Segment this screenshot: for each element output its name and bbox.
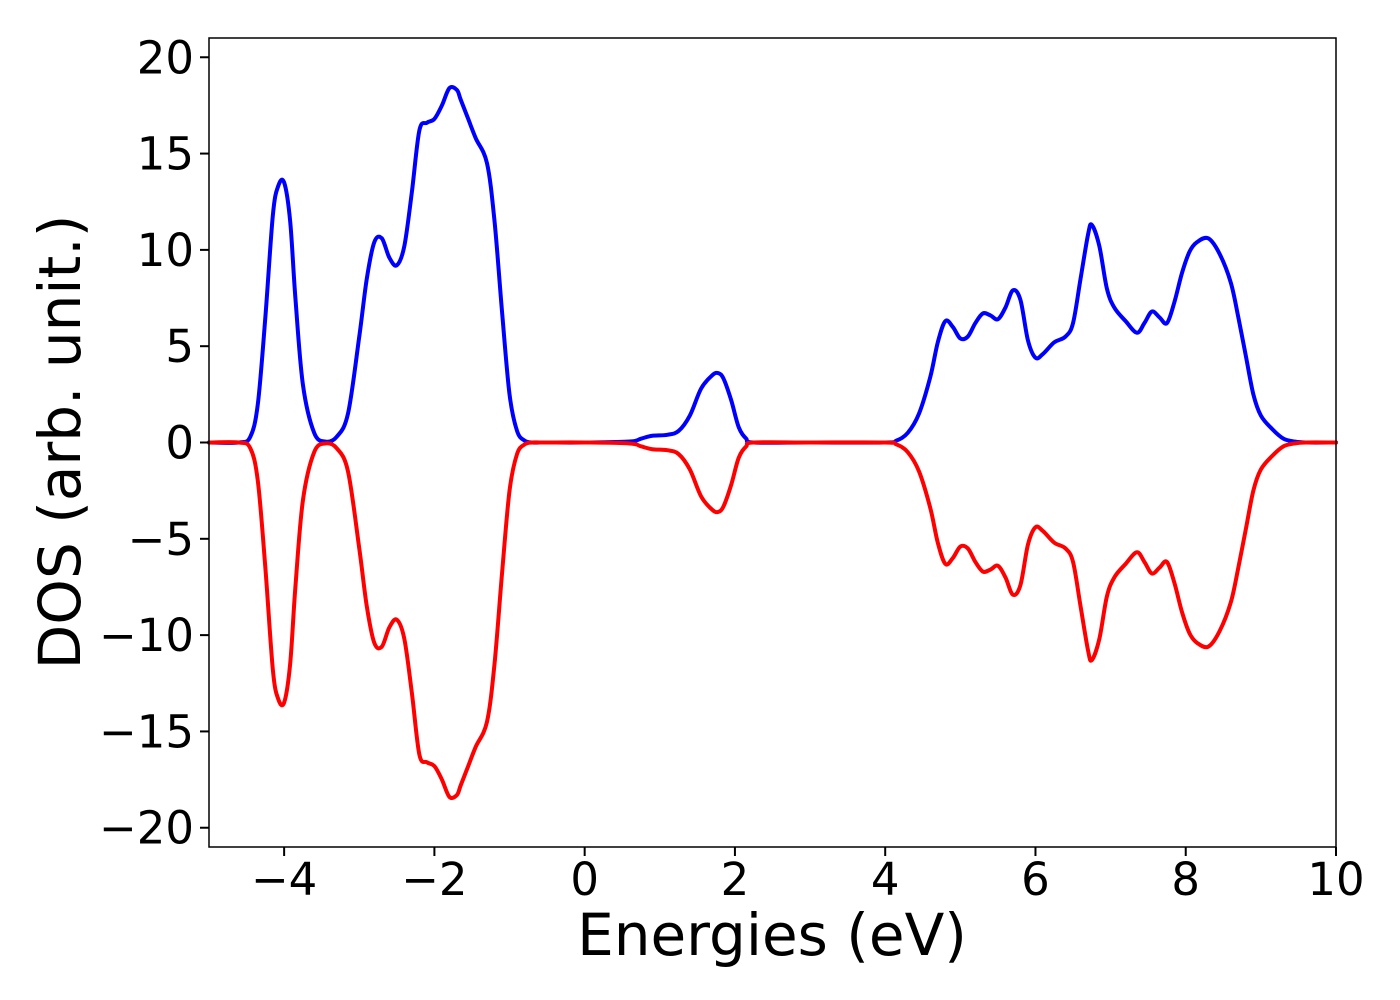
x-tick-label: 8 [1171,853,1200,906]
y-tick-label: 20 [137,31,194,84]
series-line-1 [207,440,1338,800]
y-tick-label: 15 [137,128,194,181]
y-tick-label: 0 [165,417,194,470]
y-axis-ticks: −20 −15 −10 −5 0 5 10 15 20 [99,31,209,855]
series-layer [207,85,1338,800]
x-axis-ticks: −4 −2 0 2 4 6 8 10 [251,847,1365,906]
x-tick-label: 10 [1307,853,1364,906]
y-tick-label: −20 [99,802,194,855]
y-tick-label: −15 [99,705,194,758]
y-tick-label: 10 [137,224,194,277]
x-tick-label: 4 [871,853,900,906]
x-tick-label: 0 [570,853,599,906]
y-axis-label: DOS (arb. unit.) [26,215,94,670]
series-line-0 [207,85,1338,445]
y-tick-label: −5 [128,513,194,566]
x-axis-label: Energies (eV) [577,901,967,969]
x-tick-label: −2 [401,853,467,906]
y-tick-label: −10 [99,609,194,662]
x-tick-label: −4 [251,853,317,906]
y-tick-label: 5 [165,320,194,373]
x-tick-label: 6 [1021,853,1050,906]
x-tick-label: 2 [721,853,750,906]
